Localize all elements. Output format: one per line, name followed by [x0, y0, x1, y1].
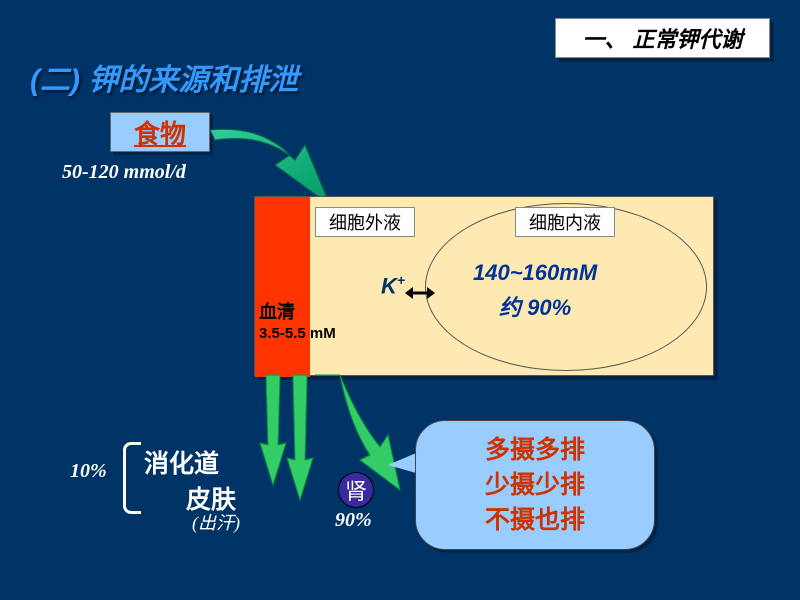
icf-concentration: 140~160mM	[473, 260, 597, 285]
kidney-icon: 肾	[338, 472, 374, 508]
digestive-percent: 10%	[70, 460, 107, 483]
arrow-digestive	[258, 375, 288, 485]
header-text: 一、 正常钾代谢	[582, 22, 742, 54]
cell-diagram: 血清 3.5-5.5 mM 细胞外液 细胞内液 K+ 140~160mM 约 9…	[254, 196, 714, 376]
excretion-bracket	[123, 442, 141, 514]
serum-label: 血清 3.5-5.5 mM	[259, 303, 336, 343]
icf-values: 140~160mM 约 90%	[473, 255, 597, 325]
section-title: (二) 钾的来源和排泄	[30, 55, 298, 99]
digestive-label: 消化道	[144, 444, 219, 480]
intake-value: 50-120 mmol/d	[62, 161, 186, 184]
kidney-percent: 90%	[335, 509, 372, 532]
food-label: 食物	[134, 114, 186, 151]
serum-name: 血清	[259, 302, 295, 322]
sweat-label: (出汗)	[192, 509, 240, 535]
ecf-label: 细胞外液	[315, 207, 415, 237]
principle-text: 多摄多排 少摄少排 不摄也排	[485, 433, 585, 538]
principle-bubble: 多摄多排 少摄少排 不摄也排	[415, 420, 655, 550]
serum-range: 3.5-5.5 mM	[259, 325, 336, 342]
k-symbol: K+	[381, 272, 405, 299]
food-box: 食物	[110, 112, 210, 152]
serum-bar	[255, 197, 310, 377]
kidney-label: 肾	[345, 474, 367, 506]
icf-label: 细胞内液	[515, 207, 615, 237]
k-exchange-arrow	[405, 284, 435, 302]
icf-percent: 约 90%	[499, 295, 571, 320]
header-box: 一、 正常钾代谢	[555, 18, 770, 58]
